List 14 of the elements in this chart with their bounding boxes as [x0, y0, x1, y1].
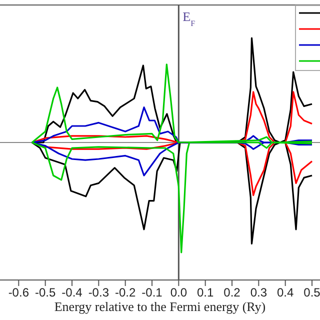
- x-tick-label: 0.5: [304, 286, 320, 300]
- x-tick-label: -0.2: [114, 286, 136, 300]
- x-tick-label: -0.5: [34, 286, 56, 300]
- x-tick-label: 0.2: [224, 286, 241, 300]
- x-tick-label: 0.0: [170, 286, 188, 300]
- x-tick-label: -0.6: [8, 286, 30, 300]
- x-tick-label: 0.3: [250, 286, 268, 300]
- x-tick-label: 0.1: [196, 286, 214, 300]
- x-tick-label: -0.3: [88, 286, 110, 300]
- x-tick-label: -0.1: [142, 286, 163, 300]
- ref-line-label: E$_{F}$: [182, 9, 196, 28]
- x-axis-title: Energy relative to the Fermi energy (Ry): [54, 299, 266, 314]
- x-tick-label: -0.4: [62, 286, 83, 300]
- x-tick-label: 0.4: [276, 286, 294, 300]
